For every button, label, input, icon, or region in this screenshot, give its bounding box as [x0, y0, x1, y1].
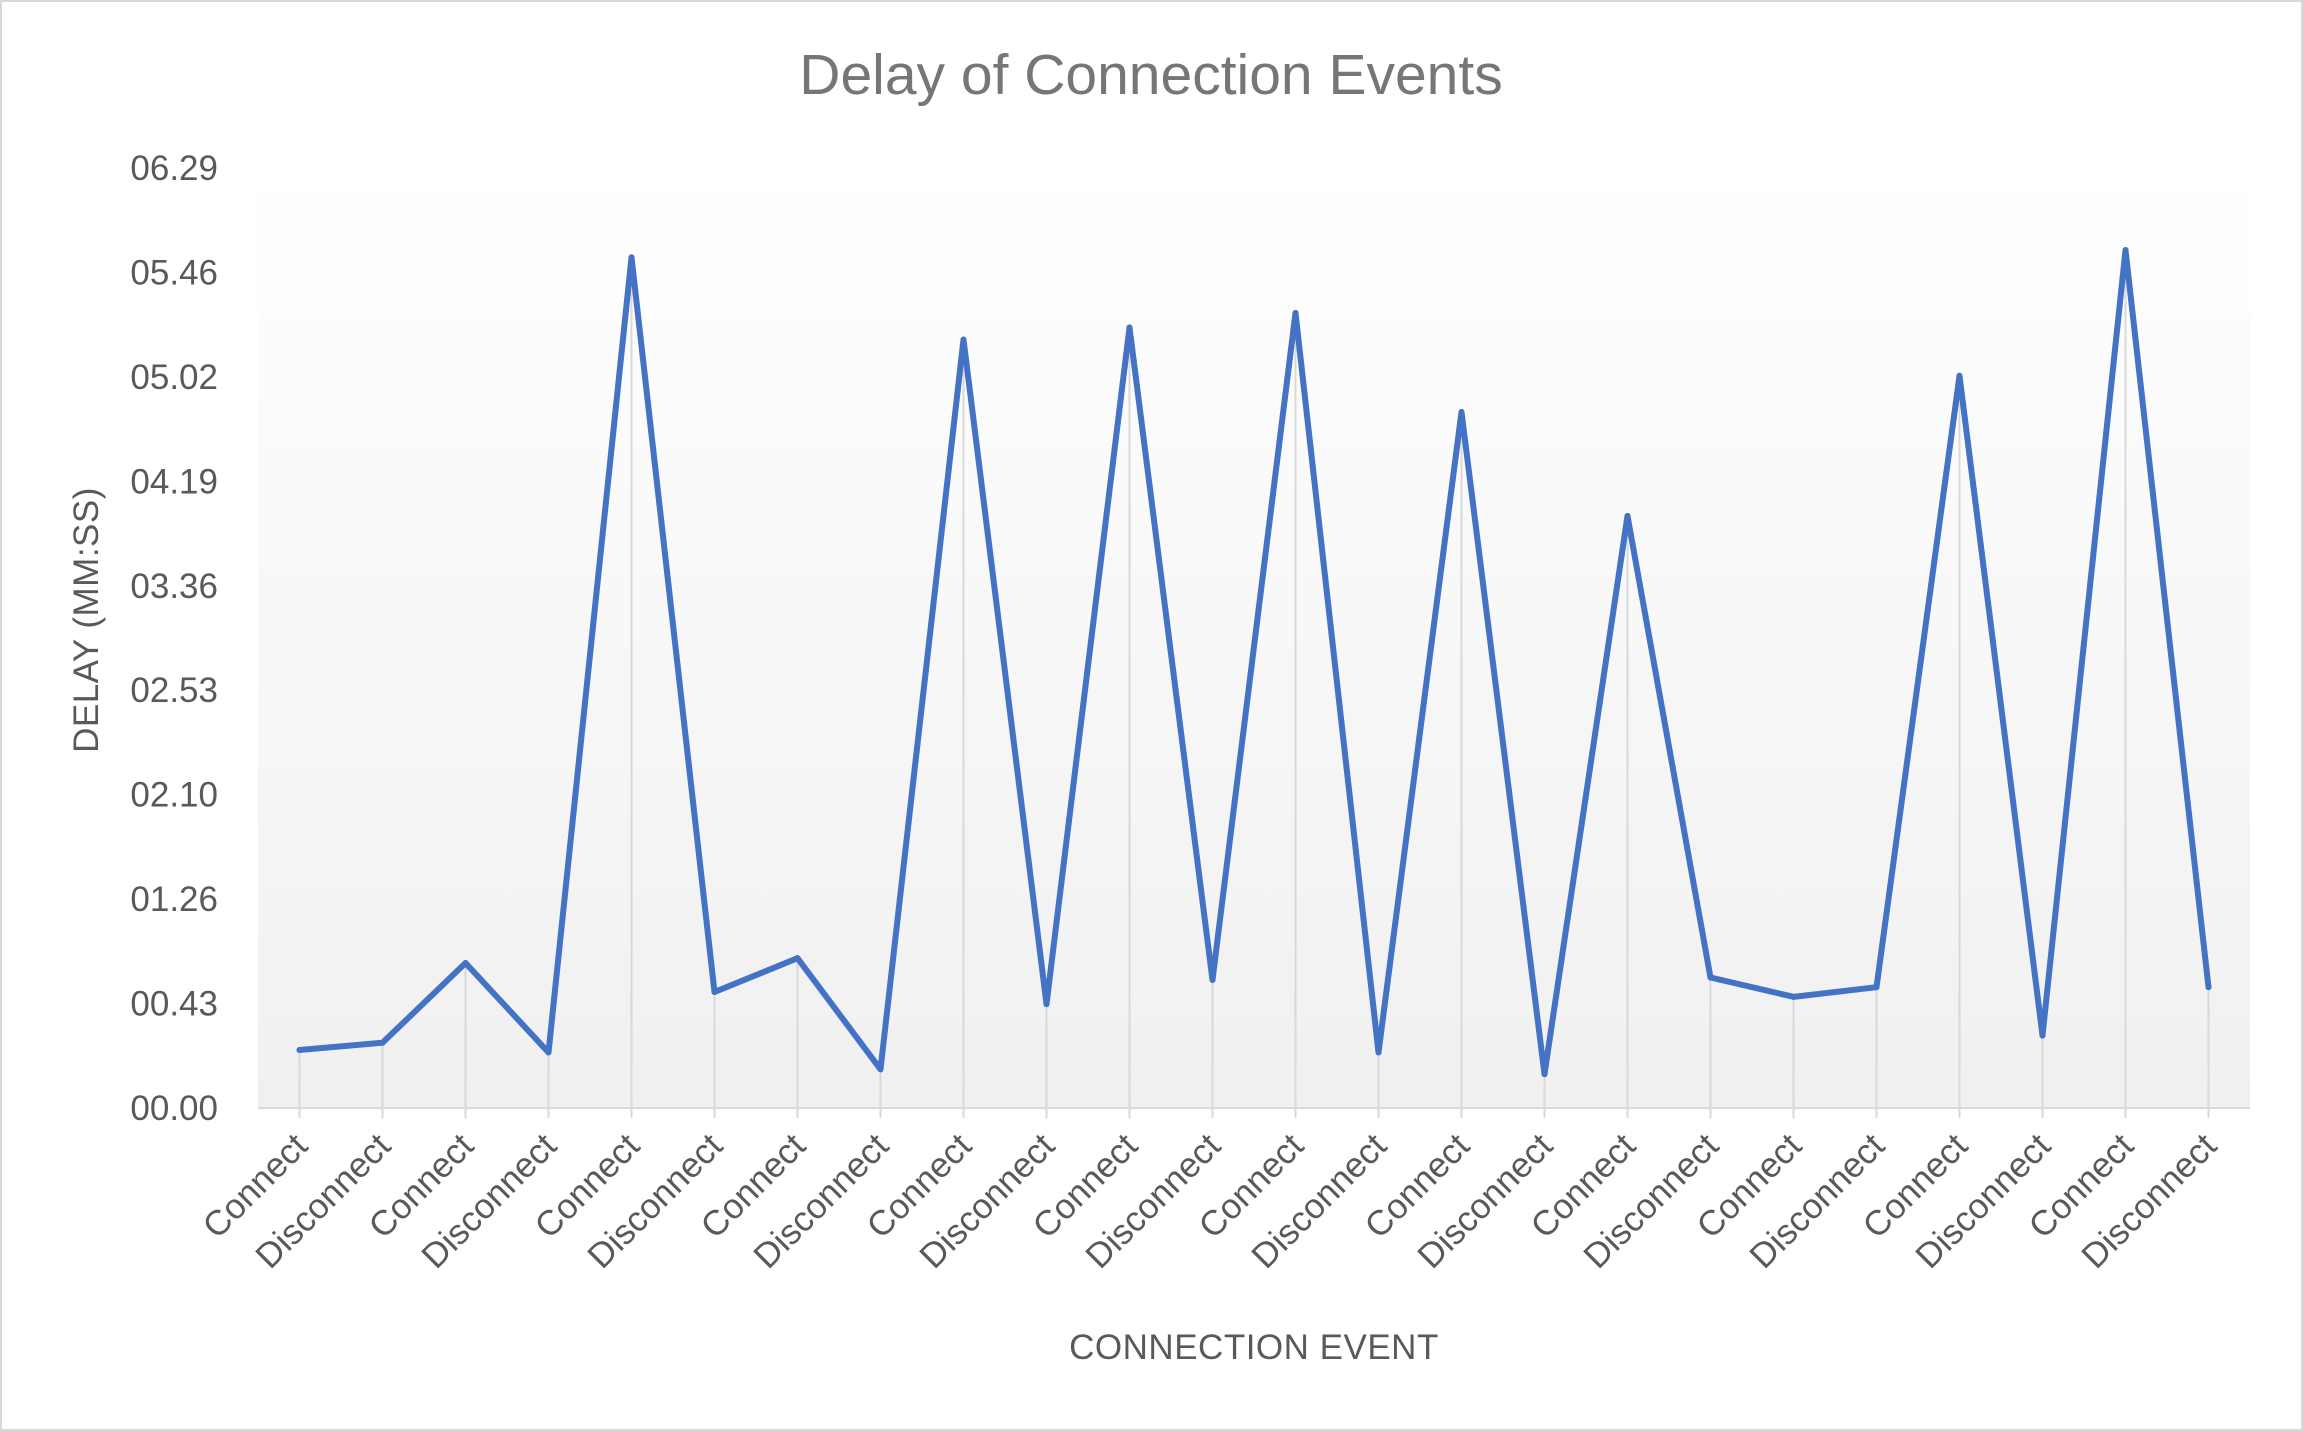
data-point: [1126, 324, 1133, 331]
y-axis-label: DELAY (MM:SS): [67, 487, 106, 753]
data-point: [2122, 247, 2129, 254]
data-point: [1375, 1049, 1382, 1056]
y-tick-label: 04.19: [130, 462, 218, 501]
data-point: [1707, 974, 1714, 981]
data-point: [296, 1047, 303, 1054]
y-tick-label: 02.53: [130, 671, 218, 710]
data-point: [711, 989, 718, 996]
data-point: [1541, 1071, 1548, 1078]
data-point: [462, 960, 469, 967]
x-axis-ticks: ConnectDisconnectConnectDisconnectConnec…: [195, 1126, 2224, 1276]
data-point: [2205, 984, 2212, 991]
data-point: [1956, 372, 1963, 379]
data-point: [877, 1066, 884, 1073]
y-axis-ticks: 00.00 00.43 01.26 02.10 02.53 03.36 04.19 05.02…: [130, 149, 218, 1128]
data-point: [1043, 1001, 1050, 1008]
data-point: [960, 336, 967, 343]
data-point: [379, 1039, 386, 1046]
data-point: [545, 1049, 552, 1056]
y-tick-label: 01.26: [130, 880, 218, 919]
y-tick-label: 00.43: [130, 985, 218, 1024]
y-tick-label: 03.36: [130, 567, 218, 606]
data-point: [1458, 409, 1465, 416]
y-tick-label: 00.00: [130, 1089, 218, 1128]
series-group: [296, 247, 2212, 1078]
series-line: [296, 247, 2212, 1078]
data-point: [1624, 512, 1631, 519]
y-tick-label: 05.02: [130, 358, 218, 397]
x-axis-label: CONNECTION EVENT: [1069, 1328, 1439, 1367]
data-point: [2039, 1032, 2046, 1039]
data-point: [1873, 984, 1880, 991]
chart-title: Delay of Connection Events: [799, 43, 1502, 107]
data-point: [1209, 976, 1216, 983]
data-point: [1292, 309, 1299, 316]
gridlines: [298, 250, 2210, 1118]
data-point: [1790, 993, 1797, 1000]
data-point: [628, 254, 635, 261]
y-tick-label: 02.10: [130, 776, 218, 815]
data-point: [794, 955, 801, 962]
y-tick-label: 06.29: [130, 149, 218, 188]
y-tick-label: 05.46: [130, 253, 218, 292]
